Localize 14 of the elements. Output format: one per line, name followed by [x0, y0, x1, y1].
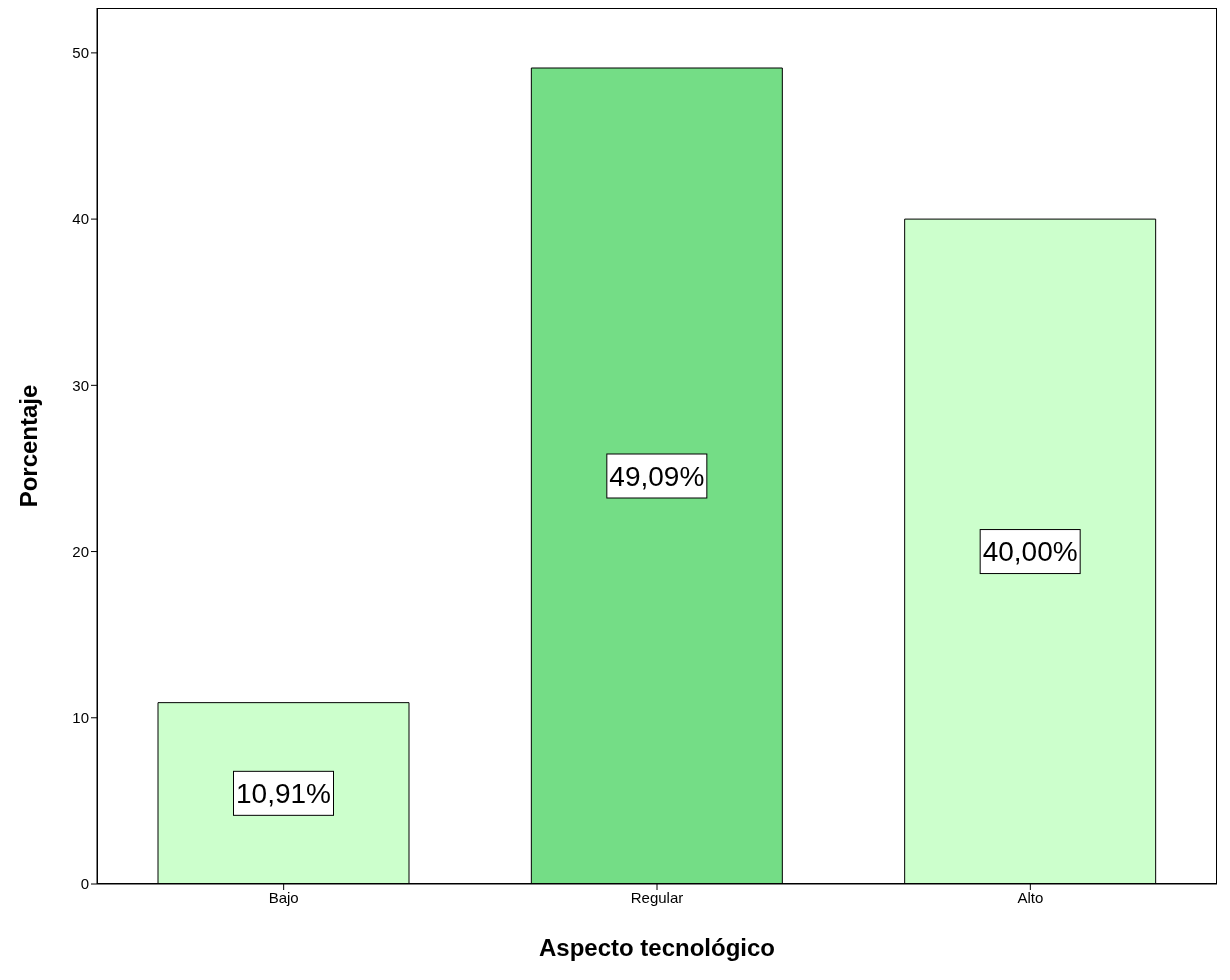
x-axis-title: Aspecto tecnológico: [538, 934, 776, 961]
y-tick-label: 40: [72, 210, 89, 228]
y-tick-label: 10: [72, 709, 89, 727]
y-tick-label: 20: [72, 542, 89, 560]
y-tick-label: 0: [80, 875, 89, 893]
x-tick-label: Alto: [1017, 888, 1044, 906]
data-label: 10,91%: [236, 777, 331, 809]
y-axis-title: Porcentaje: [14, 384, 42, 508]
y-tick-label: 50: [72, 44, 89, 62]
x-tick-label: Regular: [630, 888, 684, 906]
data-label: 40,00%: [982, 536, 1078, 568]
x-tick-label: Bajo: [268, 888, 299, 906]
y-tick-label: 30: [72, 376, 89, 394]
data-label: 49,09%: [609, 460, 705, 492]
